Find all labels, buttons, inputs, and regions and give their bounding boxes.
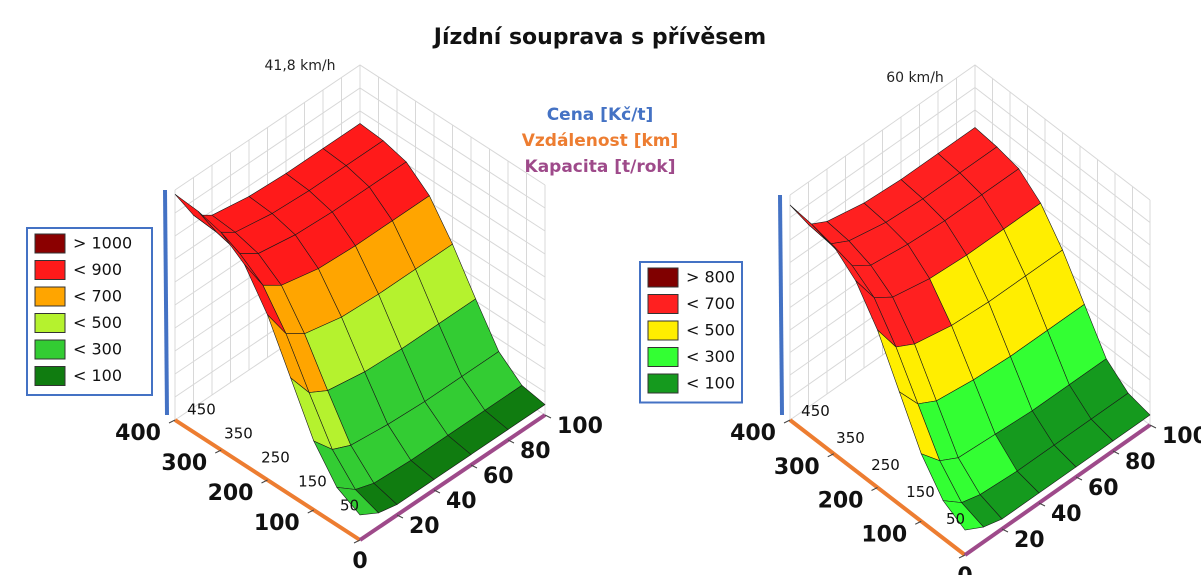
x-tick-label: 300 <box>774 455 820 480</box>
x-tick-label: 200 <box>818 489 864 514</box>
tick-mark <box>396 514 404 519</box>
price-tick-label: 450 <box>187 401 216 419</box>
y-tick-label: 80 <box>520 439 551 464</box>
wall-grid <box>174 64 546 191</box>
tick-mark <box>1075 476 1083 481</box>
tick-mark <box>353 539 361 544</box>
y-tick-label: 100 <box>557 414 603 439</box>
tick-mark <box>215 449 222 454</box>
price-axis <box>163 189 169 416</box>
surface-chart: 60 km/h010020030040020406080100450350250… <box>639 64 1201 575</box>
capacity-axis <box>358 413 547 542</box>
x-tick-label: 0 <box>957 564 972 575</box>
legend-label: > 800 <box>686 268 735 287</box>
tick-mark <box>1038 502 1046 507</box>
legend-swatch <box>34 286 66 307</box>
legend-label: < 100 <box>73 366 122 385</box>
price-tick-label: 450 <box>801 402 830 420</box>
x-tick-label: 100 <box>254 511 300 536</box>
price-tick-label: 350 <box>836 429 865 447</box>
tick-mark <box>168 419 176 424</box>
axis-legend-entry: Cena [Kč/t] <box>547 105 654 125</box>
tick-mark <box>1149 424 1157 429</box>
surface-patch <box>174 193 217 233</box>
x-tick-label: 400 <box>730 421 776 446</box>
legend-label: < 300 <box>73 340 122 359</box>
capacity-axis <box>963 423 1152 557</box>
legend-swatch <box>34 260 66 280</box>
legend-swatch <box>647 294 679 314</box>
tick-mark <box>958 554 966 559</box>
tick-mark <box>261 479 268 484</box>
tick-mark <box>433 489 441 494</box>
price-tick-label: 250 <box>261 449 290 467</box>
x-tick-label: 300 <box>161 451 207 476</box>
price-tick-label: 150 <box>298 473 327 491</box>
y-tick-label: 20 <box>1014 528 1045 553</box>
title: Jízdní souprava s přívěsem <box>432 25 766 50</box>
tick-mark <box>1112 450 1120 455</box>
axis-legend-entry: Vzdálenost [km] <box>522 131 679 151</box>
subtitle: 41,8 km/h <box>265 58 336 74</box>
legend-swatch <box>34 339 66 360</box>
y-tick-label: 80 <box>1125 450 1156 475</box>
surface-patch <box>942 500 985 531</box>
legend-swatch <box>34 366 66 386</box>
price-tick-label: 50 <box>340 497 359 515</box>
legend-swatch <box>647 320 679 341</box>
price-tick-label: 150 <box>906 483 935 501</box>
axis-legend-entry: Kapacita [t/rok] <box>525 157 676 177</box>
legend-label: < 500 <box>73 313 122 332</box>
y-tick-label: 40 <box>1051 502 1082 527</box>
tick-mark <box>307 509 314 514</box>
legend-swatch <box>34 313 66 333</box>
tick-mark <box>1001 528 1009 533</box>
tick-mark <box>827 453 834 458</box>
tick-mark <box>871 487 878 491</box>
y-tick-label: 40 <box>446 489 477 514</box>
surface-chart: 41,8 km/h0100200300400204060801004503502… <box>26 58 603 574</box>
x-tick-label: 100 <box>861 522 907 547</box>
price-tick-label: 50 <box>946 510 965 528</box>
legend-label: > 1000 <box>73 234 132 253</box>
tick-mark <box>783 419 791 424</box>
legend-swatch <box>34 233 66 254</box>
y-tick-label: 20 <box>409 514 440 539</box>
price-tick-label: 250 <box>871 456 900 474</box>
legend-swatch <box>647 347 679 367</box>
y-tick-label: 60 <box>1088 476 1119 501</box>
legend-label: < 300 <box>686 347 735 366</box>
y-tick-label: 60 <box>483 464 514 489</box>
x-tick-label: 0 <box>352 549 367 574</box>
legend-label: < 500 <box>686 321 735 340</box>
price-axis <box>778 194 784 416</box>
tick-mark <box>507 439 515 444</box>
legend-label: < 100 <box>686 374 735 393</box>
tick-mark <box>544 414 552 419</box>
legend-swatch <box>647 267 679 288</box>
surface-patch <box>336 486 380 516</box>
wall-grid <box>789 64 1151 201</box>
legend-label: < 700 <box>686 294 735 313</box>
price-tick-label: 350 <box>224 425 253 443</box>
y-tick-label: 100 <box>1162 424 1201 449</box>
x-tick-label: 400 <box>115 421 161 446</box>
tick-mark <box>470 464 478 469</box>
subtitle: 60 km/h <box>886 70 944 86</box>
legend-label: < 900 <box>73 260 122 279</box>
legend-swatch <box>647 373 679 394</box>
legend-label: < 700 <box>73 287 122 306</box>
tick-mark <box>915 520 922 525</box>
x-tick-label: 200 <box>208 481 254 506</box>
